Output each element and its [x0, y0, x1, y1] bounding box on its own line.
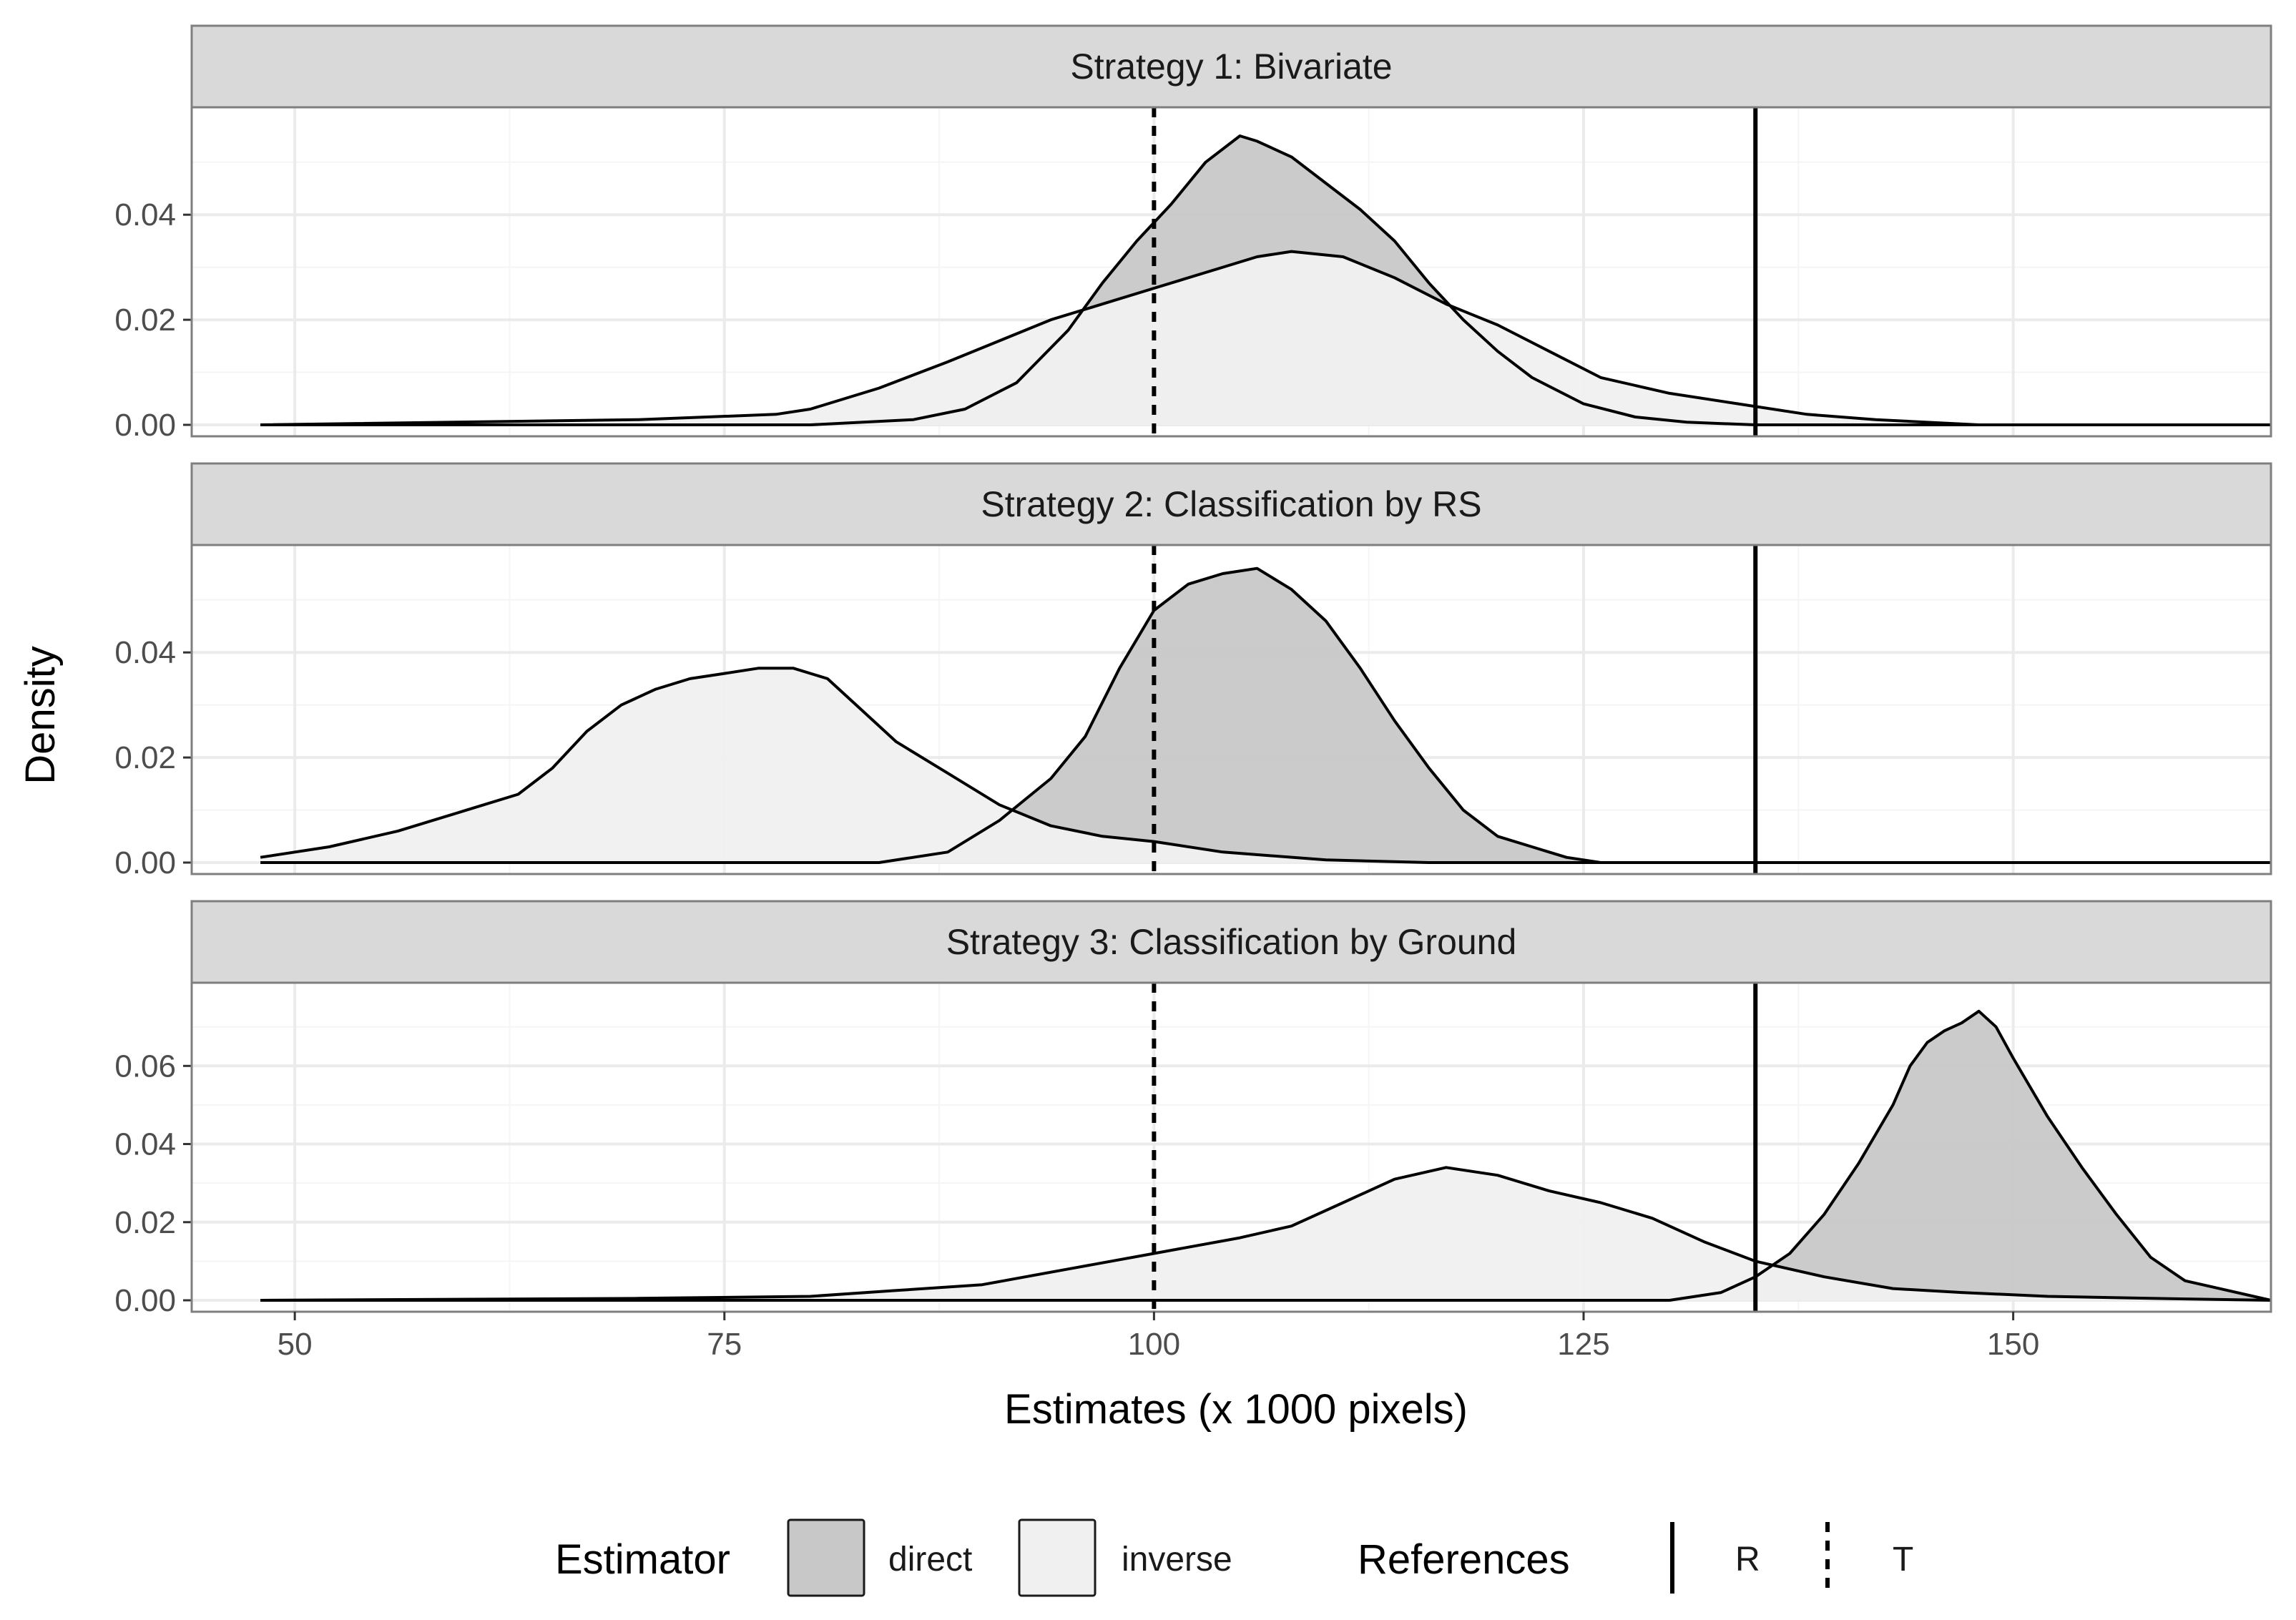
- x-tick-label: 100: [1128, 1327, 1180, 1362]
- x-axis: 50 75 100 125 150: [278, 1312, 2039, 1362]
- y-tick-label: 0.06: [114, 1049, 176, 1084]
- y-tick-label: 0.04: [114, 1127, 176, 1162]
- panel-border-2: [190, 544, 2272, 875]
- y-tick-label: 0.02: [114, 303, 176, 338]
- facet-strip-label-1: Strategy 1: Bivariate: [1070, 46, 1392, 87]
- facet-strip-1: [190, 24, 2272, 109]
- facet-panel-1: Strategy 1: Bivariate 0.00 0.02 0.04: [114, 24, 2272, 443]
- density-line-direct: [260, 134, 2271, 426]
- y-tick-label: 0.02: [114, 740, 176, 775]
- facet-panel-3: Strategy 3: Classification by Ground 0.00…: [114, 900, 2272, 1318]
- density-area-inverse: [260, 251, 2272, 425]
- y-tick-label: 0.00: [114, 845, 176, 880]
- legend-references-title: References: [1358, 1536, 1570, 1583]
- y-tick-label: 0.02: [114, 1205, 176, 1240]
- legend-key-direct: [787, 1518, 865, 1597]
- density-line-direct: [260, 566, 2271, 864]
- facet-strip-label-2: Strategy 2: Classification by RS: [981, 484, 1481, 524]
- facet-strip-3: [190, 900, 2272, 984]
- x-tick-label: 50: [278, 1327, 313, 1362]
- legend-label-t: T: [1893, 1541, 1913, 1579]
- y-axis-title: Density: [17, 646, 64, 784]
- legend-estimator-title: Estimator: [555, 1536, 730, 1583]
- density-line-inverse: [260, 667, 2271, 864]
- facet-panels: Strategy 1: Bivariate0.000.020.04Strateg…: [114, 24, 2272, 1318]
- panel-border-1: [190, 106, 2272, 438]
- density-area-direct: [260, 1011, 2272, 1300]
- x-tick-label: 150: [1987, 1327, 2039, 1362]
- x-tick-label: 75: [707, 1327, 742, 1362]
- legend: Estimator direct inverse References R T: [555, 1518, 1913, 1597]
- legend-key-inverse: [1018, 1518, 1097, 1597]
- y-tick-label: 0.00: [114, 1283, 176, 1318]
- y-tick-label: 0.04: [114, 197, 176, 232]
- facet-strip-label-3: Strategy 3: Classification by Ground: [946, 922, 1517, 962]
- density-area-inverse: [260, 668, 2272, 863]
- legend-label-direct: direct: [888, 1541, 972, 1579]
- x-tick-label: 125: [1557, 1327, 1609, 1362]
- y-tick-label: 0.00: [114, 408, 176, 443]
- panel-border-3: [190, 981, 2272, 1313]
- density-area-direct: [260, 568, 2272, 863]
- facet-panel-2: Strategy 2: Classification by RS 0.00 0.02…: [114, 462, 2272, 880]
- density-line-inverse: [260, 250, 2271, 426]
- y-tick-label: 0.04: [114, 635, 176, 670]
- density-line-inverse: [260, 1166, 2272, 1302]
- facet-strip-2: [190, 462, 2272, 546]
- legend-label-r: R: [1735, 1541, 1760, 1579]
- x-axis-title: Estimates (x 1000 pixels): [1004, 1386, 1468, 1433]
- legend-label-inverse: inverse: [1122, 1541, 1232, 1579]
